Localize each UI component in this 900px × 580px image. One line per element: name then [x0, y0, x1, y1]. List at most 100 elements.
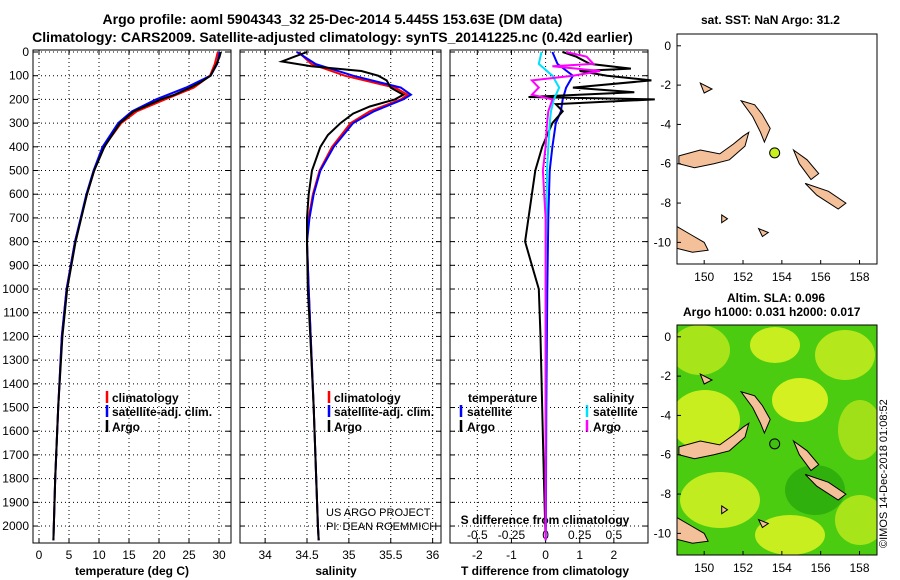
t-diff-xlabel: T difference from climatology [461, 564, 629, 578]
legend-argo-label: Argo [334, 420, 362, 434]
land-polygon [676, 225, 709, 253]
land-polygon [804, 473, 847, 501]
land-polygon [676, 516, 709, 544]
sla-map-title-1: Altim. SLA: 0.096 [727, 291, 826, 305]
x-tick-label: 34 [258, 548, 272, 562]
x-tick-label: -1 [506, 548, 517, 562]
map-x-tick-label: 158 [850, 561, 870, 575]
salinity-legend: climatology satellite-adj. clim. Argo [327, 391, 434, 434]
land-polygon [804, 182, 847, 210]
salinity-plot-frame [239, 49, 442, 544]
map-y-tick-label: -10 [654, 526, 672, 540]
x2-tick-label: 0.25 [568, 528, 592, 542]
sla-map-title-2: Argo h1000: 0.031 h2000: 0.017 [683, 305, 861, 319]
y-tick-label: 900 [9, 258, 29, 272]
difference-legend: temperature salinity satellite Argo sate… [459, 391, 638, 434]
y-tick-label: 600 [9, 187, 29, 201]
x-tick-label: 0 [542, 548, 549, 562]
y-tick-label: 1500 [2, 401, 29, 415]
map-y-tick-label: -4 [660, 408, 671, 422]
project-credit: US ARGO PROJECT [326, 507, 431, 519]
x-tick-label: 1 [576, 548, 583, 562]
map-x-tick-label: 156 [811, 270, 831, 284]
land-polygon [721, 504, 729, 515]
land-polygon [678, 131, 750, 169]
legend-satellite-label: satellite-adj. clim. [334, 405, 434, 419]
sla-patch [835, 495, 877, 545]
y-tick-label: 1400 [2, 377, 29, 391]
temperature-xlabel: temperature (deg C) [75, 564, 189, 578]
y-tick-label: 1600 [2, 424, 29, 438]
sla-map-frame [676, 324, 878, 556]
sla-patch [772, 378, 828, 422]
sla-patch [785, 465, 845, 515]
legend-argo-label: Argo [112, 420, 140, 434]
x-tick-label: -2 [472, 548, 483, 562]
x-tick-label: 5 [66, 548, 73, 562]
map-x-tick-label: 152 [733, 270, 753, 284]
map-x-tick-label: 154 [772, 561, 792, 575]
sla-patch [755, 515, 825, 555]
legend-climatology-label: climatology [334, 391, 401, 405]
legend-s-satellite-label: satellite [593, 405, 638, 419]
map-x-tick-label: 150 [694, 270, 714, 284]
map-x-tick-label: 158 [850, 270, 870, 284]
y-tick-label: 700 [9, 211, 29, 225]
x-tick-label: 20 [152, 548, 166, 562]
x-tick-label: 10 [92, 548, 106, 562]
argo-float-marker [769, 147, 781, 159]
x-tick-label: 30 [212, 548, 226, 562]
series-line-s-argo [529, 51, 601, 541]
land-polygon [792, 148, 820, 181]
map-y-tick-label: -6 [660, 157, 671, 171]
x-tick-label: 35.5 [379, 548, 403, 562]
map-y-tick-label: -8 [660, 487, 671, 501]
x-tick-label: 25 [182, 548, 196, 562]
map-x-tick-label: 150 [694, 561, 714, 575]
series-line-argo [52, 51, 222, 541]
legend-t-satellite-label: satellite [467, 405, 512, 419]
pi-credit: PI: DEAN ROEMMICH [326, 521, 437, 533]
series-line-satellite-adj-clim- [52, 51, 221, 541]
legend-temperature-title: temperature [468, 391, 538, 405]
land-polygon [739, 390, 771, 435]
sla-patch [677, 390, 740, 450]
y-tick-label: 200 [9, 92, 29, 106]
x-tick-label: 15 [122, 548, 136, 562]
land-polygon [757, 227, 770, 238]
sla-patch [677, 325, 730, 375]
title-line-1: Argo profile: aoml 5904343_32 25-Dec-201… [102, 11, 563, 27]
land-polygon [739, 99, 771, 144]
sla-map: 150 152 154 156 158 0 -2 -4 -6 -8 -10 [654, 324, 878, 575]
land-polygon [678, 422, 750, 460]
sla-patch [750, 327, 800, 363]
series-line-argo [278, 51, 406, 541]
x-tick-label: 2 [611, 548, 618, 562]
y-tick-label: 300 [9, 116, 29, 130]
map-y-tick-label: -2 [660, 369, 671, 383]
land-polygon [721, 213, 729, 224]
title-line-2: Climatology: CARS2009. Satellite-adjuste… [32, 29, 633, 45]
y-tick-label: 400 [9, 140, 29, 154]
series-line-satellite-adj-clim- [296, 51, 413, 541]
land-polygon [792, 439, 820, 472]
sst-map-title: sat. SST: NaN Argo: 31.2 [701, 13, 840, 27]
land-polygon [699, 373, 714, 385]
y-tick-label: 100 [9, 69, 29, 83]
land-polygon [757, 518, 770, 529]
land-polygon [699, 82, 714, 94]
legend-s-argo-label: Argo [593, 420, 621, 434]
map-y-tick-label: -10 [654, 235, 672, 249]
temperature-legend: climatology satellite-adj. clim. Argo [105, 391, 212, 434]
x2-tick-label: -0.5 [467, 528, 488, 542]
y-tick-label: 1700 [2, 448, 29, 462]
y-tick-label: 500 [9, 164, 29, 178]
map-y-tick-label: -6 [660, 448, 671, 462]
difference-plot-frame [449, 49, 649, 544]
map-x-tick-label: 156 [811, 561, 831, 575]
x2-tick-label: -0.25 [498, 528, 526, 542]
y-tick-label: 1100 [3, 306, 29, 320]
series-line-climatology [52, 51, 219, 541]
y-tick-label: 1000 [2, 282, 29, 296]
